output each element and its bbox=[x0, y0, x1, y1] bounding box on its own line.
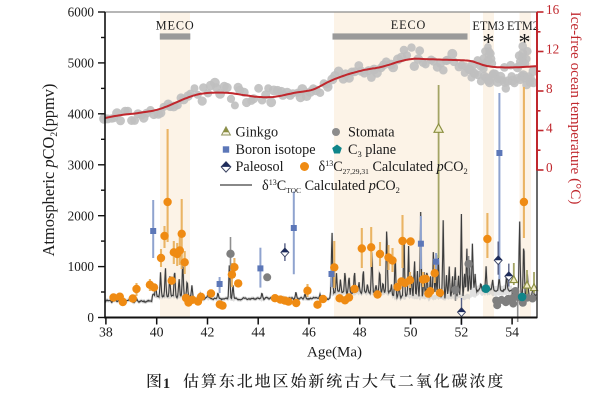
svg-text:6000: 6000 bbox=[68, 5, 95, 20]
svg-text:38: 38 bbox=[99, 325, 113, 340]
svg-text:Paleosol: Paleosol bbox=[236, 159, 284, 175]
svg-text:40: 40 bbox=[150, 325, 164, 340]
svg-text:0: 0 bbox=[87, 310, 94, 325]
svg-text:12: 12 bbox=[546, 41, 559, 56]
svg-text:3000: 3000 bbox=[68, 157, 95, 172]
svg-text:Ice-free ocean temperature (°C: Ice-free ocean temperature (°C) bbox=[567, 12, 584, 205]
svg-text:54: 54 bbox=[505, 325, 519, 340]
svg-text:44: 44 bbox=[251, 325, 265, 340]
svg-text:MECO: MECO bbox=[156, 18, 195, 32]
svg-text:0: 0 bbox=[546, 160, 553, 175]
svg-text:δ13C27,29,31 Calculated pCO2: δ13C27,29,31 Calculated pCO2 bbox=[319, 159, 468, 176]
svg-text:1: 1 bbox=[163, 376, 170, 392]
svg-text:2000: 2000 bbox=[68, 208, 95, 223]
svg-text:4000: 4000 bbox=[68, 106, 95, 121]
svg-text:Atmospheric pCO2(ppmv): Atmospheric pCO2(ppmv) bbox=[39, 84, 60, 257]
svg-text:C3 plane: C3 plane bbox=[348, 142, 396, 159]
svg-text:52: 52 bbox=[454, 325, 468, 340]
svg-text:EECO: EECO bbox=[391, 18, 426, 32]
svg-text:4: 4 bbox=[546, 120, 553, 135]
svg-text:16: 16 bbox=[546, 2, 560, 17]
svg-text:ETM2: ETM2 bbox=[507, 19, 539, 33]
svg-text:42: 42 bbox=[201, 325, 215, 340]
svg-text:8: 8 bbox=[546, 81, 553, 96]
svg-text:46: 46 bbox=[302, 325, 316, 340]
svg-text:Age(Ma): Age(Ma) bbox=[307, 345, 362, 361]
svg-text:50: 50 bbox=[404, 325, 418, 340]
svg-text:ETM3: ETM3 bbox=[472, 19, 504, 33]
svg-text:5000: 5000 bbox=[68, 56, 95, 71]
svg-text:Boron isotope: Boron isotope bbox=[236, 142, 316, 158]
svg-text:Stomata: Stomata bbox=[348, 125, 395, 141]
svg-text:Ginkgo: Ginkgo bbox=[236, 125, 279, 141]
svg-text:48: 48 bbox=[353, 325, 367, 340]
svg-text:δ13CTOC Calculated pCO2: δ13CTOC Calculated pCO2 bbox=[262, 178, 400, 195]
svg-text:1000: 1000 bbox=[68, 259, 95, 274]
